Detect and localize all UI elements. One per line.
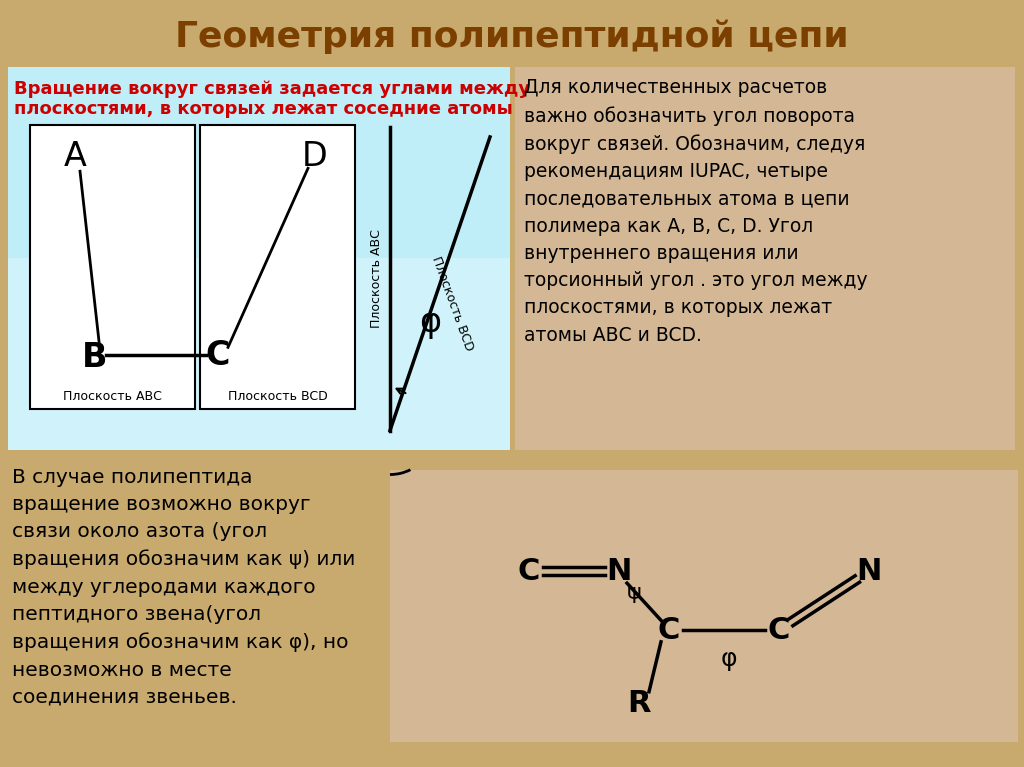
Bar [515,67,1015,450]
Text: Плоскость BCD: Плоскость BCD [429,254,475,352]
Text: Геометрия полипептидной цепи: Геометрия полипептидной цепи [175,20,849,54]
Text: C: C [206,339,230,372]
Text: N: N [856,557,882,586]
Text: Плоскость BCD: Плоскость BCD [228,390,328,403]
Text: Плоскость АВС: Плоскость АВС [370,229,383,328]
Text: D: D [302,140,328,173]
Bar [200,125,355,409]
Text: плоскостями, в которых лежат соседние атомы: плоскостями, в которых лежат соседние ат… [14,100,513,118]
Bar [30,125,195,409]
Text: B: B [82,341,108,374]
Text: R: R [628,689,650,718]
Text: Вращение вокруг связей задается углами между: Вращение вокруг связей задается углами м… [14,81,530,98]
Text: φ: φ [721,647,737,671]
Text: N: N [606,557,632,586]
Text: C: C [768,616,791,644]
Text: A: A [63,140,86,173]
Bar [390,469,1018,742]
Bar [8,258,510,450]
Text: В случае полипептида
вращение возможно вокруг
связи около азота (угол
вращения о: В случае полипептида вращение возможно в… [12,468,355,706]
Text: C: C [657,616,680,644]
Text: Плоскость АВС: Плоскость АВС [62,390,162,403]
Text: ψ: ψ [627,583,642,603]
Text: φ: φ [419,306,441,339]
Bar [8,67,510,450]
Text: C: C [518,557,541,586]
Text: Для количественных расчетов
важно обозначить угол поворота
вокруг связей. Обозна: Для количественных расчетов важно обозна… [524,78,867,344]
